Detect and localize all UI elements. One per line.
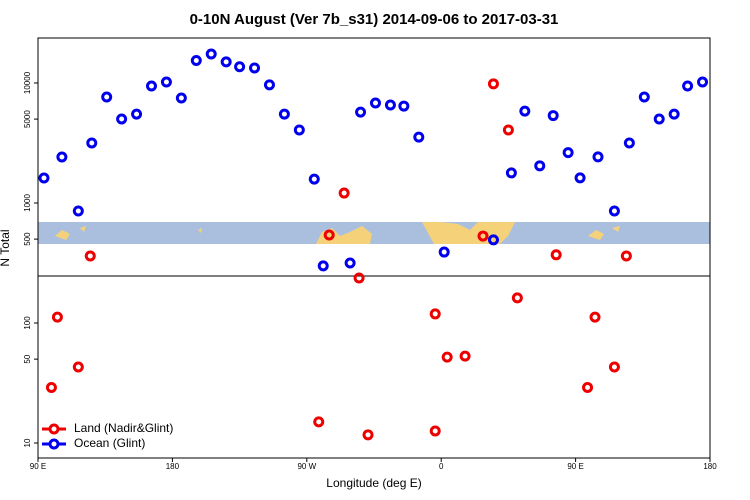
y-axis-label: N Total [0, 229, 12, 266]
point [116, 113, 128, 125]
y-tick-label: 5000 [23, 110, 32, 128]
plot-frame [37, 37, 711, 459]
point [459, 350, 471, 362]
legend-marker [48, 438, 60, 450]
point [355, 106, 367, 118]
point [534, 160, 546, 172]
point [205, 48, 217, 60]
point [72, 361, 84, 373]
point [487, 234, 499, 246]
point [369, 97, 381, 109]
y-tick-label: 500 [23, 232, 32, 246]
point [429, 425, 441, 437]
chart-title: 0-10N August (Ver 7b_s31) 2014-09-06 to … [190, 11, 559, 28]
point [175, 92, 187, 104]
x-tick-label: 90 E [30, 462, 46, 471]
point [38, 172, 50, 184]
point [338, 187, 350, 199]
point [362, 429, 374, 441]
point [323, 229, 335, 241]
point [562, 147, 574, 159]
point [51, 311, 63, 323]
point [56, 151, 68, 163]
point [234, 61, 246, 73]
point [487, 78, 499, 90]
point [638, 91, 650, 103]
point [131, 108, 143, 120]
point [592, 151, 604, 163]
point [249, 62, 261, 74]
point [668, 108, 680, 120]
y-tick-label: 50 [23, 354, 32, 363]
legend-label: Ocean (Glint) [74, 436, 145, 450]
point [190, 54, 202, 66]
point [608, 205, 620, 217]
x-tick-label: 90 E [567, 462, 583, 471]
point [574, 172, 586, 184]
point [547, 110, 559, 122]
y-tick-label: 1000 [23, 194, 32, 212]
point [505, 167, 517, 179]
point [398, 100, 410, 112]
point [608, 361, 620, 373]
point [317, 260, 329, 272]
point [353, 272, 365, 284]
y-tick-label: 10 [23, 438, 32, 447]
x-tick-label: 0 [439, 462, 444, 471]
point [511, 292, 523, 304]
point [145, 80, 157, 92]
point [344, 257, 356, 269]
point [278, 108, 290, 120]
point [589, 311, 601, 323]
point [413, 131, 425, 143]
point [429, 308, 441, 320]
point [550, 249, 562, 261]
point [519, 105, 531, 117]
point [45, 382, 57, 394]
point [220, 56, 232, 68]
legend-label: Land (Nadir&Glint) [74, 421, 173, 435]
point [502, 124, 514, 136]
point [84, 250, 96, 262]
x-tick-label: 180 [166, 462, 180, 471]
point [653, 113, 665, 125]
point [384, 99, 396, 111]
point [620, 250, 632, 262]
y-tick-label: 10000 [23, 71, 32, 94]
point [477, 230, 489, 242]
point [438, 246, 450, 258]
point [86, 137, 98, 149]
point [313, 416, 325, 428]
point [441, 351, 453, 363]
point [293, 124, 305, 136]
y-tick-label: 100 [23, 316, 32, 330]
point [582, 382, 594, 394]
point [101, 91, 113, 103]
map-strip [38, 222, 710, 244]
point [263, 79, 275, 91]
legend-marker [48, 423, 60, 435]
x-axis-label: Longitude (deg E) [326, 476, 421, 490]
x-tick-label: 180 [703, 462, 717, 471]
point [623, 137, 635, 149]
point [682, 80, 694, 92]
x-tick-label: 90 W [297, 462, 316, 471]
point [72, 205, 84, 217]
point [308, 173, 320, 185]
point [697, 76, 709, 88]
point [160, 76, 172, 88]
